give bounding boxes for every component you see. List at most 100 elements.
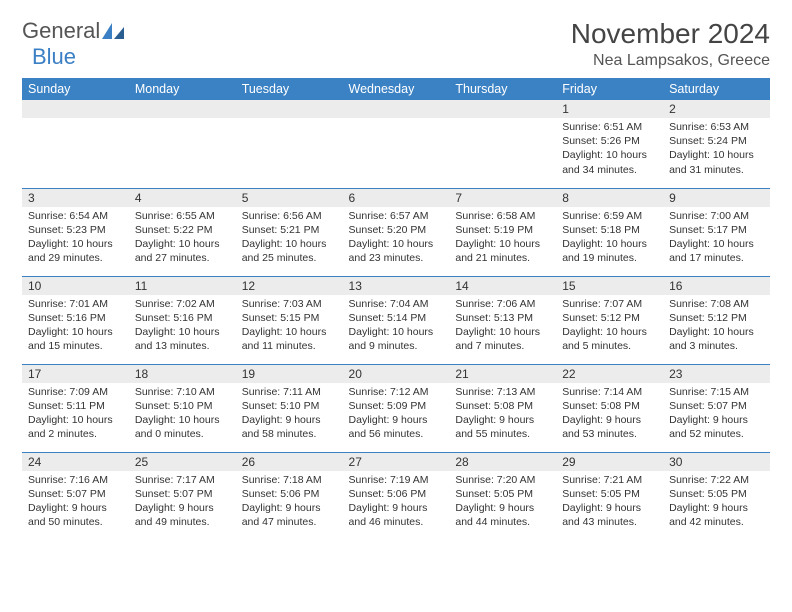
day-number: 16: [663, 277, 770, 295]
day-cell: [236, 100, 343, 188]
daylight-text: Daylight: 9 hours and 49 minutes.: [135, 501, 230, 529]
day-data: Sunrise: 7:07 AMSunset: 5:12 PMDaylight:…: [556, 295, 663, 358]
day-data: Sunrise: 7:17 AMSunset: 5:07 PMDaylight:…: [129, 471, 236, 534]
day-data: Sunrise: 7:09 AMSunset: 5:11 PMDaylight:…: [22, 383, 129, 446]
day-data: Sunrise: 7:06 AMSunset: 5:13 PMDaylight:…: [449, 295, 556, 358]
sunset-text: Sunset: 5:14 PM: [349, 311, 444, 325]
day-cell: [22, 100, 129, 188]
day-data: Sunrise: 7:19 AMSunset: 5:06 PMDaylight:…: [343, 471, 450, 534]
day-number: 18: [129, 365, 236, 383]
day-cell: 27Sunrise: 7:19 AMSunset: 5:06 PMDayligh…: [343, 452, 450, 540]
day-data: Sunrise: 6:55 AMSunset: 5:22 PMDaylight:…: [129, 207, 236, 270]
day-number: 21: [449, 365, 556, 383]
day-cell: 19Sunrise: 7:11 AMSunset: 5:10 PMDayligh…: [236, 364, 343, 452]
daylight-text: Daylight: 10 hours and 15 minutes.: [28, 325, 123, 353]
day-data: Sunrise: 7:03 AMSunset: 5:15 PMDaylight:…: [236, 295, 343, 358]
daylight-text: Daylight: 10 hours and 3 minutes.: [669, 325, 764, 353]
sunset-text: Sunset: 5:23 PM: [28, 223, 123, 237]
sunrise-text: Sunrise: 7:14 AM: [562, 385, 657, 399]
col-monday: Monday: [129, 78, 236, 100]
day-cell: 11Sunrise: 7:02 AMSunset: 5:16 PMDayligh…: [129, 276, 236, 364]
sunrise-text: Sunrise: 6:54 AM: [28, 209, 123, 223]
day-cell: 20Sunrise: 7:12 AMSunset: 5:09 PMDayligh…: [343, 364, 450, 452]
day-number: 23: [663, 365, 770, 383]
day-number: [129, 100, 236, 118]
day-number: 25: [129, 453, 236, 471]
sunset-text: Sunset: 5:13 PM: [455, 311, 550, 325]
daylight-text: Daylight: 10 hours and 25 minutes.: [242, 237, 337, 265]
week-row: 1Sunrise: 6:51 AMSunset: 5:26 PMDaylight…: [22, 100, 770, 188]
col-friday: Friday: [556, 78, 663, 100]
logo-sail-icon: [102, 23, 124, 39]
day-data: Sunrise: 7:11 AMSunset: 5:10 PMDaylight:…: [236, 383, 343, 446]
sunrise-text: Sunrise: 6:55 AM: [135, 209, 230, 223]
day-number: 11: [129, 277, 236, 295]
day-number: 24: [22, 453, 129, 471]
day-data: Sunrise: 6:58 AMSunset: 5:19 PMDaylight:…: [449, 207, 556, 270]
day-number: [449, 100, 556, 118]
day-number: 20: [343, 365, 450, 383]
sunset-text: Sunset: 5:19 PM: [455, 223, 550, 237]
sunset-text: Sunset: 5:07 PM: [28, 487, 123, 501]
day-cell: 1Sunrise: 6:51 AMSunset: 5:26 PMDaylight…: [556, 100, 663, 188]
day-cell: 2Sunrise: 6:53 AMSunset: 5:24 PMDaylight…: [663, 100, 770, 188]
sunset-text: Sunset: 5:20 PM: [349, 223, 444, 237]
sunrise-text: Sunrise: 7:18 AM: [242, 473, 337, 487]
sunset-text: Sunset: 5:15 PM: [242, 311, 337, 325]
day-number: 7: [449, 189, 556, 207]
daylight-text: Daylight: 10 hours and 19 minutes.: [562, 237, 657, 265]
daylight-text: Daylight: 9 hours and 55 minutes.: [455, 413, 550, 441]
sunset-text: Sunset: 5:08 PM: [455, 399, 550, 413]
day-cell: 28Sunrise: 7:20 AMSunset: 5:05 PMDayligh…: [449, 452, 556, 540]
day-data: Sunrise: 7:02 AMSunset: 5:16 PMDaylight:…: [129, 295, 236, 358]
day-cell: [449, 100, 556, 188]
week-row: 17Sunrise: 7:09 AMSunset: 5:11 PMDayligh…: [22, 364, 770, 452]
day-cell: 8Sunrise: 6:59 AMSunset: 5:18 PMDaylight…: [556, 188, 663, 276]
sunset-text: Sunset: 5:06 PM: [349, 487, 444, 501]
col-thursday: Thursday: [449, 78, 556, 100]
sunset-text: Sunset: 5:26 PM: [562, 134, 657, 148]
header: General November 2024 Nea Lampsakos, Gre…: [22, 18, 770, 70]
day-data: Sunrise: 6:56 AMSunset: 5:21 PMDaylight:…: [236, 207, 343, 270]
day-cell: 24Sunrise: 7:16 AMSunset: 5:07 PMDayligh…: [22, 452, 129, 540]
col-tuesday: Tuesday: [236, 78, 343, 100]
day-number: 6: [343, 189, 450, 207]
daylight-text: Daylight: 10 hours and 17 minutes.: [669, 237, 764, 265]
day-data: Sunrise: 7:01 AMSunset: 5:16 PMDaylight:…: [22, 295, 129, 358]
day-cell: 3Sunrise: 6:54 AMSunset: 5:23 PMDaylight…: [22, 188, 129, 276]
day-data: Sunrise: 7:16 AMSunset: 5:07 PMDaylight:…: [22, 471, 129, 534]
day-number: 15: [556, 277, 663, 295]
sunrise-text: Sunrise: 7:06 AM: [455, 297, 550, 311]
logo-text-blue: Blue: [32, 44, 76, 70]
day-cell: 9Sunrise: 7:00 AMSunset: 5:17 PMDaylight…: [663, 188, 770, 276]
daylight-text: Daylight: 10 hours and 2 minutes.: [28, 413, 123, 441]
day-number: 9: [663, 189, 770, 207]
day-cell: 7Sunrise: 6:58 AMSunset: 5:19 PMDaylight…: [449, 188, 556, 276]
sunset-text: Sunset: 5:16 PM: [135, 311, 230, 325]
daylight-text: Daylight: 9 hours and 46 minutes.: [349, 501, 444, 529]
sunset-text: Sunset: 5:10 PM: [135, 399, 230, 413]
sunrise-text: Sunrise: 7:04 AM: [349, 297, 444, 311]
sunset-text: Sunset: 5:08 PM: [562, 399, 657, 413]
week-row: 10Sunrise: 7:01 AMSunset: 5:16 PMDayligh…: [22, 276, 770, 364]
week-row: 24Sunrise: 7:16 AMSunset: 5:07 PMDayligh…: [22, 452, 770, 540]
day-data: Sunrise: 7:10 AMSunset: 5:10 PMDaylight:…: [129, 383, 236, 446]
sunrise-text: Sunrise: 6:59 AM: [562, 209, 657, 223]
daylight-text: Daylight: 10 hours and 13 minutes.: [135, 325, 230, 353]
day-number: 29: [556, 453, 663, 471]
day-cell: 25Sunrise: 7:17 AMSunset: 5:07 PMDayligh…: [129, 452, 236, 540]
day-cell: 21Sunrise: 7:13 AMSunset: 5:08 PMDayligh…: [449, 364, 556, 452]
day-cell: [343, 100, 450, 188]
day-data: Sunrise: 7:13 AMSunset: 5:08 PMDaylight:…: [449, 383, 556, 446]
day-cell: 30Sunrise: 7:22 AMSunset: 5:05 PMDayligh…: [663, 452, 770, 540]
daylight-text: Daylight: 9 hours and 50 minutes.: [28, 501, 123, 529]
day-number: 4: [129, 189, 236, 207]
col-wednesday: Wednesday: [343, 78, 450, 100]
day-number: 8: [556, 189, 663, 207]
day-number: 2: [663, 100, 770, 118]
day-number: 1: [556, 100, 663, 118]
col-saturday: Saturday: [663, 78, 770, 100]
day-cell: 6Sunrise: 6:57 AMSunset: 5:20 PMDaylight…: [343, 188, 450, 276]
logo-text-general: General: [22, 18, 100, 44]
day-cell: 26Sunrise: 7:18 AMSunset: 5:06 PMDayligh…: [236, 452, 343, 540]
